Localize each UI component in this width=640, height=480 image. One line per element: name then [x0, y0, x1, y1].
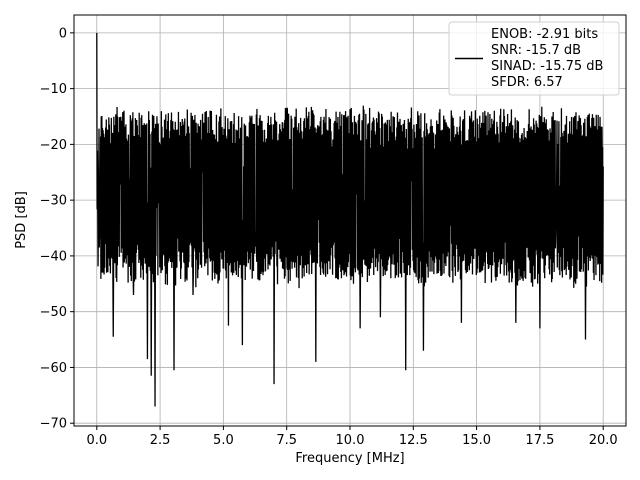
x-tick-label: 17.5: [525, 433, 554, 448]
x-tick-label: 0.0: [86, 433, 107, 448]
y-tick-label: −70: [40, 417, 67, 432]
y-tick-label: −10: [40, 82, 67, 97]
y-axis-label: PSD [dB]: [14, 191, 29, 249]
y-tick-label: −60: [40, 361, 67, 376]
legend: ENOB: -2.91 bits SNR: -15.7 dB SINAD: -1…: [448, 21, 620, 96]
legend-entry-sfdr: SFDR: 6.57: [491, 75, 563, 90]
x-tick-label: 5.0: [213, 433, 234, 448]
x-tick-label: 10.0: [336, 433, 365, 448]
x-tick-label: 15.0: [462, 433, 491, 448]
legend-box: [448, 21, 620, 96]
x-tick-label: 12.5: [399, 433, 428, 448]
x-axis-label: Frequency [MHz]: [295, 451, 404, 466]
y-tick-label: 0: [59, 26, 67, 41]
y-tick-label: −20: [40, 138, 67, 153]
y-tick-label: −50: [40, 305, 67, 320]
x-tick-label: 7.5: [276, 433, 297, 448]
y-tick-label: −40: [40, 249, 67, 264]
x-tick-label: 2.5: [150, 433, 171, 448]
legend-entry-snr: SNR: -15.7 dB: [491, 43, 581, 58]
legend-entry-enob: ENOB: -2.91 bits: [491, 27, 598, 42]
y-axis: 0 −10 −20 −30 −40 −50 −60 −70: [40, 26, 74, 432]
y-tick-label: −30: [40, 194, 67, 209]
x-tick-label: 20.0: [589, 433, 618, 448]
psd-series-line: [96, 32, 604, 407]
x-axis: 0.0 2.5 5.0 7.5 10.0 12.5 15.0 17.5 20.0: [86, 426, 618, 448]
legend-entry-sinad: SINAD: -15.75 dB: [491, 59, 603, 74]
